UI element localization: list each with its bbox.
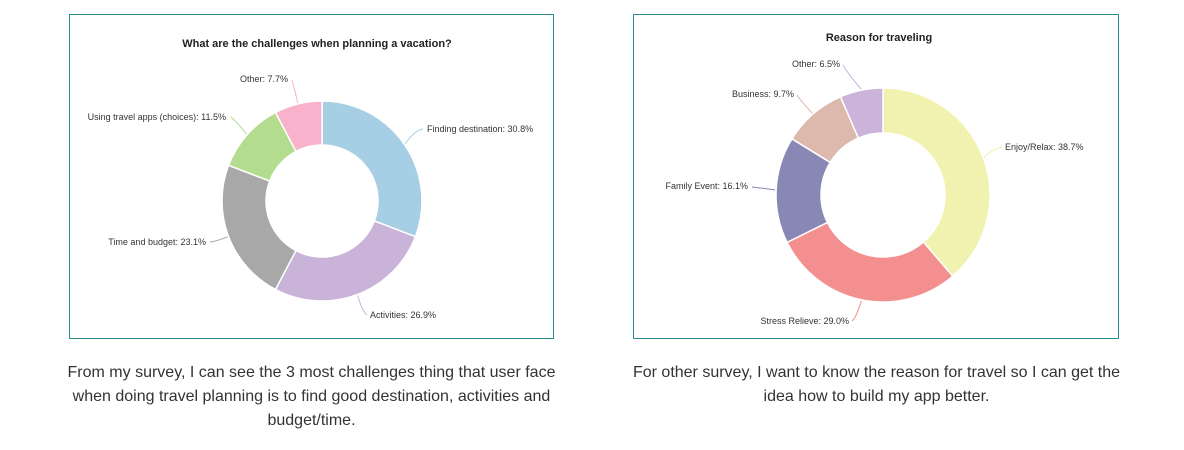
- slice-data-label: Stress Relieve: 29.0%: [760, 316, 849, 326]
- label-connector: [357, 295, 368, 316]
- chart-title: Reason for traveling: [826, 32, 932, 44]
- donut-slice-other[interactable]: [274, 100, 323, 153]
- donut-slice-finding-destination[interactable]: [321, 100, 423, 238]
- slice-data-label: Using travel apps (choices): 11.5%: [88, 112, 226, 122]
- donut-slice-time-and-budget[interactable]: [221, 164, 297, 291]
- label-connector: [404, 128, 424, 144]
- label-connector: [751, 186, 776, 191]
- donut-slice-stress-relieve[interactable]: [786, 221, 954, 303]
- right-caption: For other survey, I want to know the rea…: [632, 364, 1121, 405]
- label-connector: [291, 79, 299, 104]
- slice-data-label: Enjoy/Relax: 38.7%: [1005, 142, 1084, 152]
- challenges-donut-svg: What are the challenges when planning a …: [88, 38, 533, 320]
- challenges-chart: What are the challenges when planning a …: [69, 14, 554, 339]
- slice-data-label: Other: 6.5%: [792, 59, 840, 69]
- label-connector: [851, 300, 862, 322]
- slice-data-label: Time and budget: 23.1%: [108, 237, 206, 247]
- donut-slice-activities[interactable]: [274, 219, 417, 302]
- label-connector: [842, 64, 862, 90]
- donut-slice-other[interactable]: [839, 87, 884, 140]
- slice-data-label: Business: 9.7%: [732, 89, 794, 99]
- slice-data-label: Activities: 26.9%: [370, 310, 436, 320]
- donut-slice-enjoy-relax[interactable]: [882, 87, 991, 278]
- label-connector: [796, 94, 813, 114]
- reasons-donut-svg: Reason for traveling Enjoy/Relax: 38.7% S…: [665, 32, 1084, 326]
- reasons-chart: Reason for traveling Enjoy/Relax: 38.7% S…: [633, 14, 1119, 339]
- label-connector: [209, 236, 228, 243]
- slice-data-label: Finding destination: 30.8%: [427, 124, 533, 134]
- left-caption: From my survey, I can see the 3 most cha…: [67, 364, 556, 429]
- slice-data-label: Other: 7.7%: [240, 74, 288, 84]
- label-connector: [230, 116, 247, 135]
- chart-title: What are the challenges when planning a …: [182, 38, 452, 50]
- slice-data-label: Family Event: 16.1%: [665, 181, 748, 191]
- label-connector: [983, 146, 1003, 158]
